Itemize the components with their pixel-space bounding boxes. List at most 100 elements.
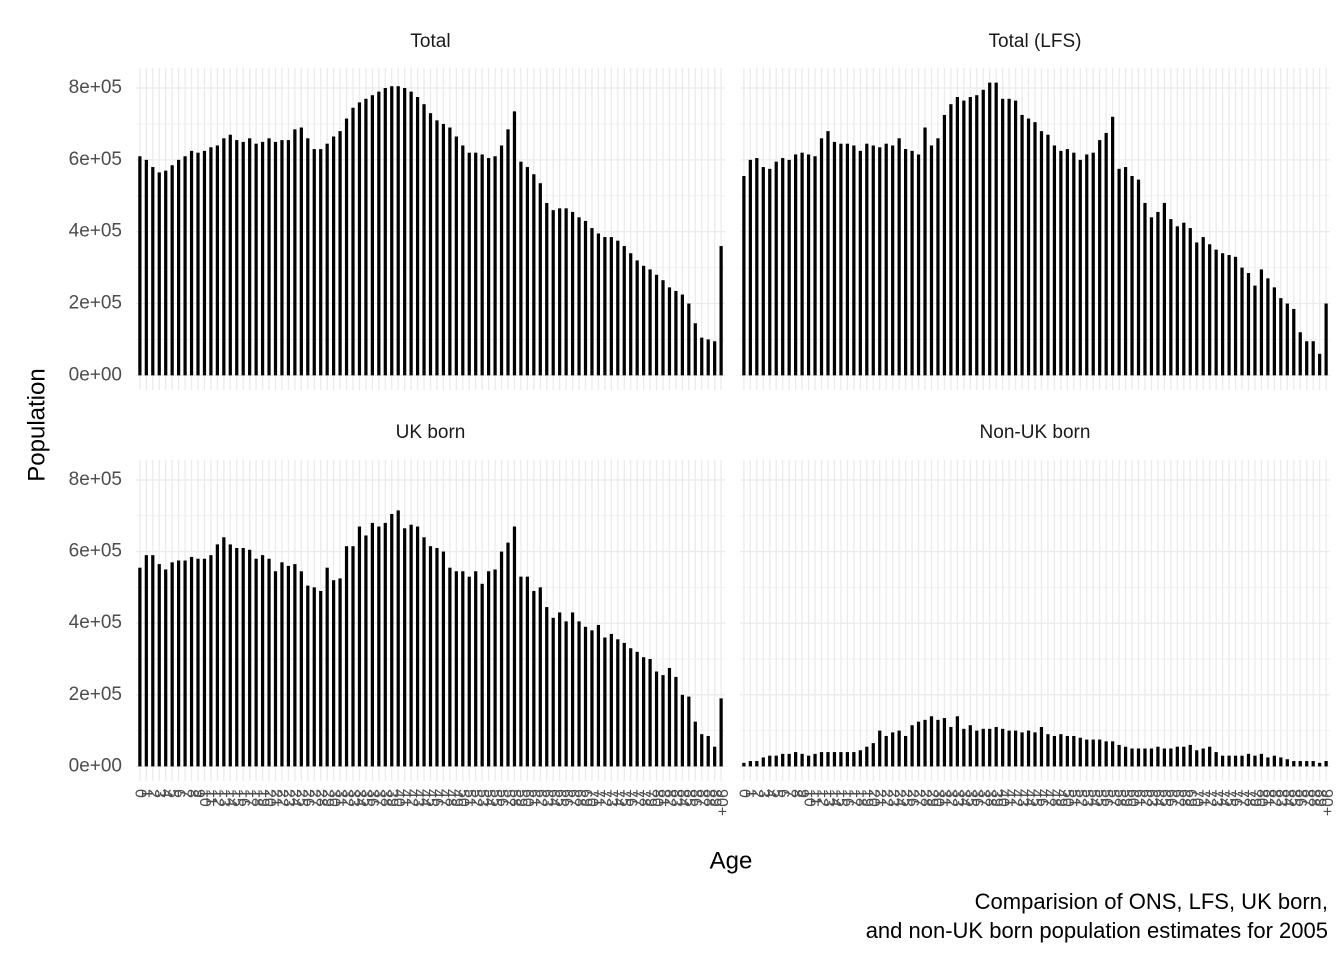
bar	[415, 526, 420, 767]
x-tick-label: 65	[551, 789, 568, 807]
bar	[871, 145, 875, 376]
x-tick-label: 6	[774, 789, 791, 798]
bar	[177, 159, 181, 376]
x-tick-label: 69	[1182, 789, 1199, 807]
bar	[441, 123, 446, 376]
bar	[955, 97, 959, 376]
bar	[761, 167, 765, 376]
facet-title: Total	[410, 31, 450, 52]
bar	[1117, 744, 1121, 767]
y-tick-label: 8e+05	[69, 469, 122, 490]
bar	[884, 143, 888, 376]
bar	[325, 567, 329, 767]
x-tick-label: 62	[1137, 789, 1154, 807]
bar	[852, 752, 856, 767]
bar	[1233, 256, 1238, 376]
x-tick-label: 7	[177, 789, 194, 798]
x-tick-label: 51	[1066, 789, 1083, 807]
bar	[1085, 739, 1089, 767]
bar	[1195, 750, 1199, 767]
bar	[228, 544, 232, 767]
x-tick-label: 24	[287, 789, 304, 807]
y-tick-label: 2e+05	[69, 293, 122, 314]
bar	[1208, 244, 1212, 376]
bar	[248, 549, 252, 767]
bar	[774, 161, 778, 376]
bar	[693, 721, 697, 767]
bar	[493, 569, 497, 767]
x-tick-label: 52	[1072, 789, 1089, 807]
bar	[806, 755, 811, 767]
x-tick-label: 8	[787, 789, 804, 798]
bar	[994, 727, 998, 767]
bar	[1059, 734, 1063, 767]
bar	[1013, 730, 1018, 767]
x-tick-label: 71	[1195, 789, 1212, 807]
x-tick-label: 40	[994, 789, 1011, 807]
bar	[364, 98, 368, 376]
x-tick-label: 63	[1143, 789, 1160, 807]
bar	[949, 104, 953, 376]
x-tick-label: 61	[526, 789, 543, 807]
bar	[596, 233, 601, 376]
bar	[832, 752, 837, 767]
x-tick-label: 41	[396, 789, 413, 807]
x-tick-label: 73	[603, 789, 620, 807]
bar	[916, 154, 921, 376]
bar	[1188, 228, 1192, 376]
bar	[1175, 746, 1179, 767]
x-tick-label: 42	[403, 789, 420, 807]
bar	[1195, 242, 1199, 376]
x-tick-label: 9	[794, 789, 811, 798]
bar	[370, 95, 374, 376]
bar	[151, 555, 155, 767]
bar	[525, 576, 529, 767]
bar	[910, 150, 914, 376]
bar	[428, 113, 433, 376]
bar	[590, 228, 594, 376]
bar	[248, 138, 252, 376]
x-tick-label: 35	[358, 789, 375, 807]
bar	[228, 134, 232, 376]
bar	[845, 752, 850, 767]
bar	[164, 170, 168, 376]
x-tick-label: 80	[648, 789, 665, 807]
x-tick-label: 47	[435, 789, 452, 807]
x-tick-label: 34	[351, 789, 368, 807]
bar	[1149, 217, 1154, 376]
bar	[897, 138, 901, 376]
bar	[325, 143, 329, 376]
bar	[787, 753, 791, 767]
bar	[222, 537, 226, 767]
bar	[1292, 761, 1296, 767]
bar	[748, 159, 752, 376]
x-tick-label: 66	[1163, 789, 1180, 807]
bar	[748, 761, 752, 767]
bar	[351, 107, 355, 376]
bar	[975, 95, 979, 376]
y-tick-label: 4e+05	[69, 612, 122, 633]
x-tick-label: 84	[674, 789, 691, 807]
x-tick-label: 43	[409, 789, 426, 807]
bar	[942, 718, 947, 767]
bar	[742, 762, 746, 767]
x-tick-label: 62	[532, 789, 549, 807]
x-tick-label: 49	[448, 789, 465, 807]
facet-title: Total (LFS)	[989, 31, 1082, 52]
bar	[819, 752, 824, 767]
x-tick-label: 44	[1020, 789, 1037, 807]
x-tick-label: 20	[865, 789, 882, 807]
bar	[564, 208, 568, 376]
bar	[519, 161, 523, 376]
bar	[344, 118, 349, 376]
bar	[865, 746, 869, 767]
bar	[603, 637, 607, 767]
x-tick-label: 3	[755, 789, 772, 798]
bar	[1123, 746, 1128, 767]
x-tick-label: 69	[577, 789, 594, 807]
bar	[1020, 732, 1024, 767]
bar	[962, 100, 966, 376]
x-tick-label: 68	[571, 789, 588, 807]
bar	[609, 237, 613, 376]
bar	[1292, 308, 1296, 376]
